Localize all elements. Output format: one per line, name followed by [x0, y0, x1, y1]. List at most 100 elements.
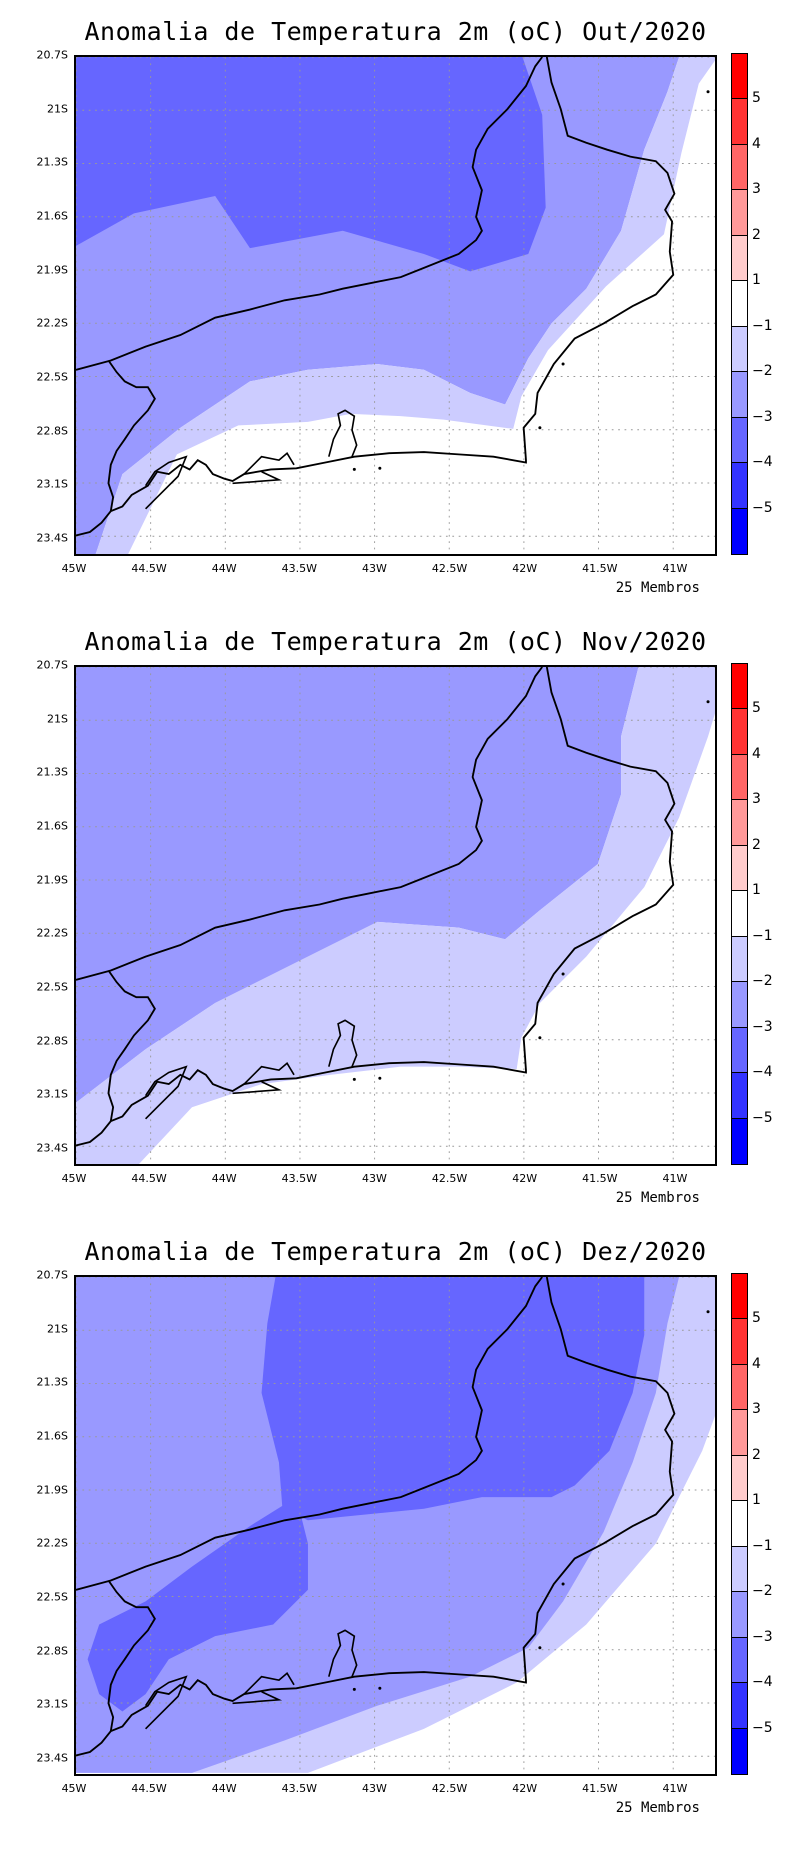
- colorbar-label: 5: [752, 700, 761, 717]
- lon-tick-label: 42.5W: [431, 1172, 468, 1185]
- colorbar-label: 3: [752, 1401, 761, 1418]
- colorbar-swatch: [732, 1455, 747, 1502]
- colorbar-swatch: [732, 800, 747, 846]
- panel-title: Anomalia de Temperatura 2m (oC) Dez/2020: [84, 1237, 707, 1266]
- colorbar: [731, 53, 748, 555]
- colorbar-swatch: [732, 281, 747, 327]
- colorbar-swatch: [732, 190, 747, 236]
- lat-tick-label: 23.4S: [36, 531, 68, 545]
- lon-tick-label: 43.5W: [281, 1782, 318, 1795]
- colorbar-swatch: [732, 235, 747, 282]
- colorbar-swatch: [732, 144, 747, 191]
- ensemble-members-note: 25 Membros: [615, 1190, 700, 1206]
- colorbar: [731, 663, 748, 1165]
- colorbar-label: −3: [752, 1628, 773, 1645]
- lon-tick-label: 43.5W: [281, 562, 318, 575]
- colorbar-swatch: [732, 709, 747, 755]
- ensemble-members-note: 25 Membros: [615, 1800, 700, 1816]
- lat-tick-label: 22.2S: [36, 316, 68, 330]
- lat-tick-label: 21.3S: [36, 155, 68, 169]
- colorbar-label: −5: [752, 1719, 773, 1736]
- colorbar-label: −1: [752, 317, 773, 334]
- contour-region: [76, 667, 639, 1103]
- lon-tick-label: 44W: [211, 562, 237, 575]
- colorbar-label: 5: [752, 90, 761, 107]
- lon-tick-label: 41.5W: [582, 1782, 618, 1795]
- anomaly-contours: [76, 1277, 715, 1774]
- lat-tick-label: 21.6S: [36, 819, 68, 833]
- lat-tick-label: 20.7S: [36, 48, 68, 62]
- lat-tick-label: 23.1S: [36, 1087, 68, 1101]
- lat-tick-label: 21.6S: [36, 1429, 68, 1443]
- colorbar-swatch: [732, 1592, 747, 1638]
- colorbar-swatch: [732, 417, 747, 464]
- lon-tick-label: 41W: [662, 1172, 688, 1185]
- lon-tick-label: 43W: [362, 1172, 387, 1185]
- colorbar-swatch: [732, 372, 747, 418]
- lon-tick-label: 42W: [512, 1782, 538, 1795]
- lon-tick-label: 44W: [211, 1782, 237, 1795]
- lon-tick-label: 43W: [362, 1782, 387, 1795]
- colorbar-label: −3: [752, 408, 773, 425]
- lat-tick-label: 22.5S: [36, 370, 68, 384]
- colorbar-swatch: [732, 1073, 747, 1119]
- panel-title: Anomalia de Temperatura 2m (oC) Out/2020: [84, 17, 707, 46]
- colorbar-label: 3: [752, 181, 761, 198]
- lat-tick-label: 21S: [47, 712, 68, 726]
- colorbar-swatch: [732, 1364, 747, 1411]
- colorbar-label: −4: [752, 1064, 773, 1081]
- colorbar-label: 1: [752, 272, 761, 289]
- colorbar-label: −2: [752, 1583, 773, 1600]
- colorbar-label: 1: [752, 882, 761, 899]
- colorbar-label: 4: [752, 1355, 761, 1372]
- colorbar-label: −1: [752, 927, 773, 944]
- colorbar-label: −5: [752, 1109, 773, 1126]
- colorbar-swatch: [732, 1637, 747, 1684]
- colorbar-swatch: [732, 1546, 747, 1593]
- colorbar-swatch: [732, 508, 747, 554]
- lat-tick-label: 20.7S: [36, 658, 68, 672]
- colorbar-swatch: [732, 664, 747, 710]
- lat-tick-label: 23.4S: [36, 1141, 68, 1155]
- lon-tick-label: 42W: [512, 562, 538, 575]
- colorbar-swatch: [732, 1118, 747, 1164]
- contour-region: [261, 1277, 645, 1521]
- lon-tick-label: 42W: [512, 1172, 538, 1185]
- colorbar-swatch: [732, 1319, 747, 1365]
- colorbar-swatch: [732, 1274, 747, 1320]
- colorbar-swatch: [732, 891, 747, 937]
- colorbar-label: −1: [752, 1537, 773, 1554]
- lat-tick-label: 21.9S: [36, 873, 68, 887]
- colorbar: [731, 1273, 748, 1775]
- colorbar-swatch: [732, 1410, 747, 1456]
- lon-tick-label: 43.5W: [281, 1172, 318, 1185]
- lat-tick-label: 23.1S: [36, 1697, 68, 1711]
- colorbar-label: 4: [752, 135, 761, 152]
- lat-tick-label: 22.2S: [36, 926, 68, 940]
- anomaly-contours: [76, 57, 715, 554]
- contour-region: [87, 1497, 308, 1712]
- lat-tick-label: 21.3S: [36, 765, 68, 779]
- colorbar-swatch: [732, 754, 747, 801]
- lat-tick-label: 22.8S: [36, 1034, 68, 1048]
- lat-tick-label: 22.8S: [36, 1644, 68, 1658]
- colorbar-swatch: [732, 326, 747, 373]
- lon-tick-label: 45W: [61, 1782, 87, 1795]
- panel-title: Anomalia de Temperatura 2m (oC) Nov/2020: [84, 627, 707, 656]
- lon-tick-label: 44.5W: [131, 1172, 167, 1185]
- lon-tick-label: 41.5W: [582, 562, 618, 575]
- lon-tick-label: 44.5W: [131, 1782, 167, 1795]
- lat-tick-label: 21S: [47, 1322, 68, 1336]
- lat-tick-label: 21.9S: [36, 263, 68, 277]
- colorbar-swatch: [732, 1728, 747, 1774]
- colorbar-swatch: [732, 54, 747, 100]
- colorbar-label: 5: [752, 1310, 761, 1327]
- lat-tick-label: 21S: [47, 102, 68, 116]
- lon-tick-label: 44W: [211, 1172, 237, 1185]
- colorbar-label: 2: [752, 836, 761, 853]
- lon-tick-label: 41W: [662, 1782, 688, 1795]
- colorbar-label: −2: [752, 973, 773, 990]
- anomaly-contours: [76, 667, 715, 1164]
- lon-tick-label: 41W: [662, 562, 688, 575]
- lat-tick-label: 23.1S: [36, 477, 68, 491]
